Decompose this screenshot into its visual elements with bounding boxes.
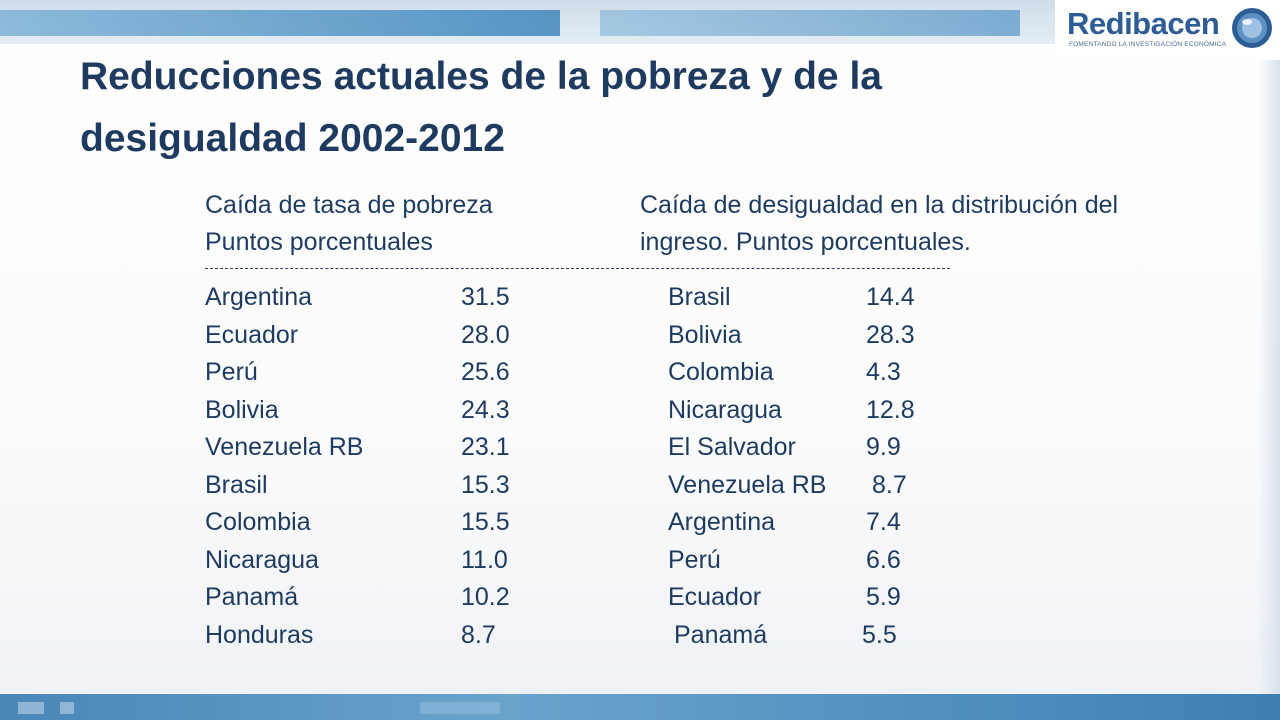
right-edge-shade <box>1258 60 1280 694</box>
country-name: Argentina <box>668 508 776 536</box>
row-value: 15.5 <box>461 508 510 536</box>
row-value: 8.7 <box>461 620 496 649</box>
left-heading-line1: Caída de tasa de pobreza <box>205 191 493 219</box>
logo: Redibacen FOMENTANDO LA INVESTIGACIÓN EC… <box>1055 0 1280 58</box>
row-value: 28.3 <box>866 320 915 349</box>
row-value: 14.4 <box>866 283 915 311</box>
country-name: Ecuador <box>205 320 299 349</box>
row-value: 6.6 <box>866 545 901 574</box>
country-name: Nicaragua <box>668 395 782 424</box>
bottom-decorative-band <box>0 694 1280 720</box>
row-value: 10.2 <box>461 583 510 611</box>
row-value: 12.8 <box>866 395 915 424</box>
country-name: Honduras <box>205 620 314 649</box>
country-name: Venezuela RB <box>205 433 364 461</box>
country-name: Panamá <box>674 620 768 649</box>
divider-line <box>205 268 950 269</box>
country-name: Bolivia <box>668 320 742 349</box>
row-value: 7.4 <box>866 508 901 536</box>
row-value: 15.3 <box>461 470 510 499</box>
row-value: 9.9 <box>866 433 901 461</box>
row-value: 5.5 <box>862 620 897 649</box>
row-value: 23.1 <box>461 433 510 461</box>
page-title: Reducciones actuales de la pobreza y de … <box>80 55 882 160</box>
row-value: 11.0 <box>461 545 508 574</box>
country-name: Venezuela RB <box>668 470 827 499</box>
country-name: Brasil <box>668 283 731 311</box>
country-name: Perú <box>668 545 721 574</box>
row-value: 4.3 <box>866 358 901 386</box>
row-value: 24.3 <box>461 395 510 424</box>
country-name: El Salvador <box>668 433 796 461</box>
country-name: Argentina <box>205 283 313 311</box>
right-heading-line2: ingreso. Puntos porcentuales. <box>640 228 971 256</box>
country-name: Perú <box>205 358 258 386</box>
country-name: Colombia <box>205 508 311 536</box>
row-value: 25.6 <box>461 358 510 386</box>
country-name: Bolivia <box>205 395 279 424</box>
logo-name: Redibacen <box>1067 6 1220 41</box>
row-value: 28.0 <box>461 320 510 349</box>
row-value: 8.7 <box>872 470 907 499</box>
country-name: Panamá <box>205 583 299 611</box>
row-value: 5.9 <box>866 583 901 611</box>
right-heading-line1: Caída de desigualdad en la distribución … <box>640 191 1119 219</box>
row-value: 31.5 <box>461 283 510 311</box>
left-heading-line2: Puntos porcentuales <box>205 228 433 256</box>
logo-tagline: FOMENTANDO LA INVESTIGACIÓN ECONÓMICA <box>1069 41 1227 48</box>
globe-icon <box>1232 8 1272 48</box>
country-name: Ecuador <box>668 583 762 611</box>
country-name: Colombia <box>668 358 774 386</box>
country-name: Brasil <box>205 470 268 499</box>
country-name: Nicaragua <box>205 545 319 574</box>
